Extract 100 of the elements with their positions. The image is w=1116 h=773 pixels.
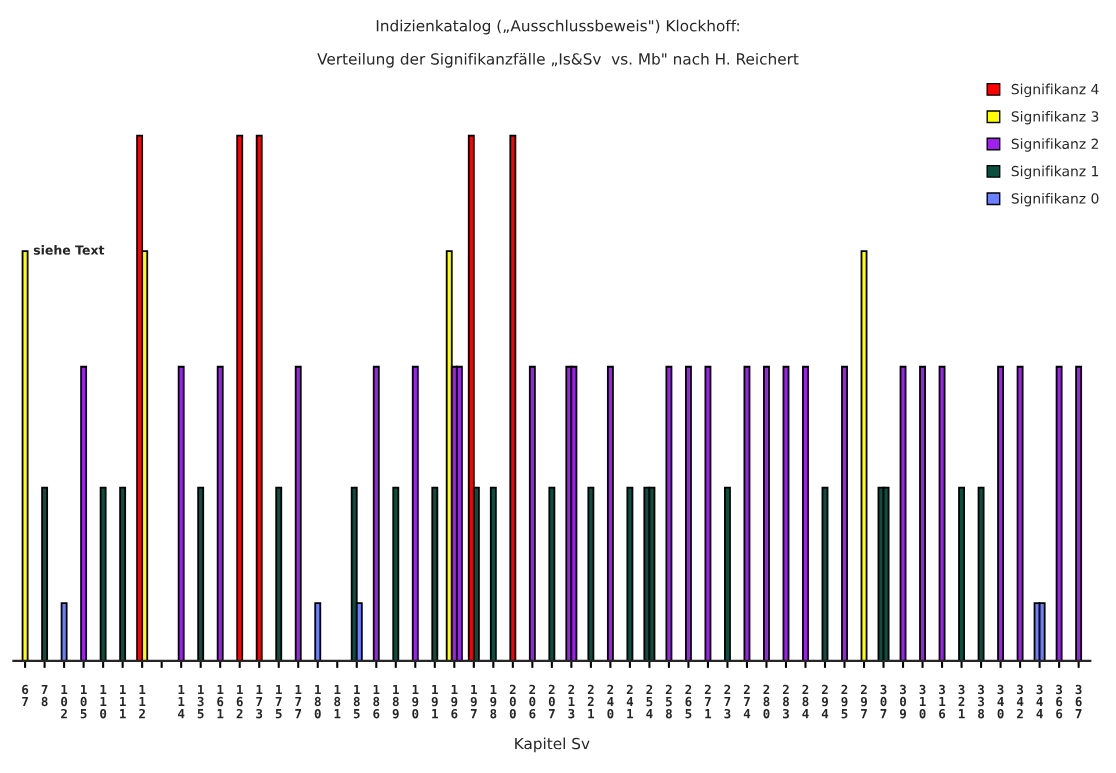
legend-label: Signifikanz 0 (1011, 192, 1099, 207)
x-tick-label: 344 (1036, 684, 1043, 719)
x-tick-label: 196 (451, 684, 458, 719)
x-tick-label: 310 (919, 684, 926, 719)
bar (587, 486, 595, 661)
x-tick-label: 105 (80, 684, 87, 719)
bar (665, 365, 673, 661)
bar (958, 486, 966, 661)
bar (197, 486, 205, 661)
x-axis-title: Kapitel Sv (515, 737, 590, 753)
bar (275, 486, 283, 661)
x-tick-label: 190 (412, 684, 419, 719)
bar (236, 134, 244, 661)
bar (802, 365, 809, 661)
x-tick-label: 265 (685, 684, 692, 719)
x-tick-label: 191 (431, 684, 438, 719)
x-tick-label: 213 (568, 684, 575, 719)
legend-label: Signifikanz 3 (1011, 110, 1099, 125)
bar (882, 486, 890, 661)
x-tick-label: 307 (880, 684, 887, 719)
x-tick-label: 280 (763, 684, 770, 719)
x-tick-label: 295 (841, 684, 848, 719)
bar (392, 486, 400, 661)
x-tick-label: 271 (704, 684, 712, 719)
bar (294, 365, 302, 661)
x-tick-label: 200 (509, 684, 516, 719)
x-tick-label: 207 (548, 684, 555, 719)
bar (919, 365, 926, 661)
x-tick-label: 294 (821, 684, 829, 719)
x-tick-label: 175 (275, 684, 282, 719)
x-tick-label: 112 (139, 684, 146, 719)
bar (255, 134, 263, 661)
x-tick-label: 181 (334, 684, 341, 719)
x-tick-label: 241 (626, 684, 634, 719)
bar (1038, 602, 1046, 661)
x-tick-label: 206 (529, 684, 536, 719)
bar (684, 365, 692, 661)
x-tick-label: 283 (782, 684, 789, 719)
bar (548, 486, 556, 661)
bar (216, 365, 224, 661)
x-tick-label: 110 (100, 684, 107, 719)
x-tick-label: 340 (997, 684, 1004, 719)
x-tick-label: 338 (978, 684, 985, 719)
bar (841, 365, 848, 661)
bar (60, 602, 68, 661)
x-tick-label: 309 (899, 684, 907, 719)
legend-label: Signifikanz 4 (1011, 83, 1099, 98)
x-tick-label: 254 (646, 684, 653, 719)
x-tick-label: 185 (353, 684, 360, 719)
x-tick-label: 284 (802, 684, 809, 719)
bar (21, 250, 29, 661)
bar (411, 365, 419, 661)
x-tick-label: 67 (22, 684, 29, 707)
x-tick-label: 177 (295, 684, 302, 719)
bar (431, 486, 439, 661)
bar (724, 486, 731, 661)
bar (1016, 365, 1024, 661)
x-tick-label: 240 (607, 684, 614, 719)
legend-label: Signifikanz 1 (1011, 165, 1099, 180)
bar (606, 365, 614, 661)
x-tick-label: 161 (217, 684, 224, 719)
x-tick-label: 186 (373, 684, 380, 719)
bar (119, 486, 127, 661)
bar (626, 486, 634, 661)
legend-label: Signifikanz 2 (1011, 138, 1098, 152)
x-tick-label: 111 (120, 684, 126, 719)
bar (763, 365, 770, 661)
bar (997, 365, 1005, 661)
x-tick-label: 197 (470, 684, 477, 719)
x-tick-label: 342 (1016, 684, 1024, 719)
x-tick-label: 78 (41, 684, 48, 707)
x-tick-label: 367 (1075, 684, 1082, 719)
x-tick-label: 135 (197, 684, 204, 719)
chart-title: Indizienkatalog („Ausschlussbeweis") Klockhoff: (376, 19, 739, 35)
bar (80, 365, 88, 661)
bar (314, 602, 322, 661)
x-tick-label: 297 (860, 684, 867, 719)
x-tick-label: 221 (587, 684, 595, 719)
bar (372, 365, 380, 661)
x-tick-label: 258 (665, 684, 672, 719)
x-tick-label: 198 (490, 684, 497, 719)
x-tick-label: 162 (236, 684, 243, 719)
bar (1055, 365, 1063, 661)
bar (977, 486, 985, 661)
x-tick-label: 321 (958, 684, 965, 719)
x-tick-label: 366 (1056, 684, 1063, 719)
x-tick-label: 173 (256, 684, 263, 719)
bar (99, 486, 107, 661)
bar (41, 486, 49, 661)
bar (455, 365, 463, 661)
x-tick-label: 102 (61, 684, 68, 719)
chart-subtitle: Verteilung der Signifikanzfälle „Is&Sv vs. Mb" nach H. Reichert (317, 52, 799, 68)
x-tick-label: 189 (392, 684, 399, 719)
bar (528, 365, 536, 661)
annotation: siehe Text (33, 245, 105, 255)
bar (177, 365, 185, 661)
x-tick-label: 273 (724, 684, 731, 719)
bar (489, 486, 497, 661)
bar (1075, 365, 1083, 661)
x-tick-label: 316 (939, 684, 946, 719)
